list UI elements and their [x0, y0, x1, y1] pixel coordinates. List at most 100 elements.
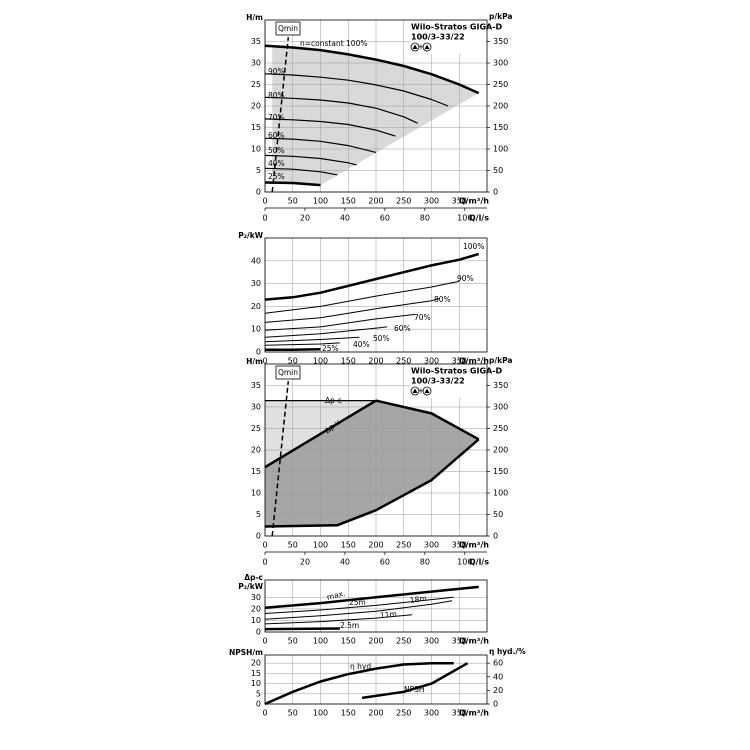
curve	[264, 96, 418, 124]
y-tick-label: 0	[256, 700, 261, 709]
y2-tick-label: 0	[493, 700, 498, 709]
series-label: 40%	[268, 159, 285, 168]
y2-tick-label: 300	[493, 59, 508, 68]
y2-tick-label: 20	[493, 686, 503, 695]
curve	[264, 297, 440, 323]
chart-subtitle: 100/3-33/22	[411, 377, 465, 386]
series-label: 25%	[322, 344, 339, 353]
x-tick-label: 50	[288, 357, 298, 366]
x-tick-label: 50	[288, 709, 298, 718]
x-tick-label: 100	[313, 541, 328, 550]
x2-axis-label: Q/l/s	[469, 214, 489, 223]
y-tick-label: 35	[251, 381, 261, 390]
x-tick-label: 200	[368, 709, 383, 718]
series-label: 100%	[463, 242, 484, 251]
curve	[264, 342, 340, 346]
y-tick-label: 10	[251, 325, 261, 334]
x-tick-label: 150	[341, 197, 356, 206]
series-label: 80%	[434, 295, 451, 304]
x-tick-label: 350	[452, 637, 467, 646]
y-axis-label: H/m	[246, 357, 263, 366]
x-tick-label: 0	[262, 541, 267, 550]
y-tick-label: 5	[256, 510, 261, 519]
y-tick-label: 0	[256, 348, 261, 357]
chart-title: Wilo-Stratos GIGA-D	[411, 23, 503, 32]
chart-title: Wilo-Stratos GIGA-D	[411, 367, 503, 376]
x-tick-label: 350	[452, 357, 467, 366]
curve	[264, 399, 377, 469]
y2-tick-label: 250	[493, 80, 508, 89]
x-tick-label: 250	[396, 541, 411, 550]
y-axis-label: NPSH/m	[229, 648, 263, 657]
y2-tick-label: 50	[493, 166, 503, 175]
x-tick-label: 250	[396, 357, 411, 366]
qmin-box	[275, 21, 301, 36]
y-tick-label: 30	[251, 593, 261, 602]
curve	[264, 73, 449, 107]
curve	[264, 280, 460, 314]
curve	[264, 600, 453, 620]
x-tick-label: 50	[288, 197, 298, 206]
y-tick-label: 10	[251, 145, 261, 154]
x-tick-label: 250	[396, 637, 411, 646]
x-tick-label: 100	[313, 197, 328, 206]
y2-tick-label: 150	[493, 123, 508, 132]
series-label: Qmin	[278, 368, 298, 377]
series-label: 40%	[353, 340, 370, 349]
y2-axis-label: η hyd./%	[489, 647, 526, 656]
plot-frame	[264, 19, 488, 193]
series-label: 60%	[394, 324, 411, 333]
y2-tick-label: 350	[493, 381, 508, 390]
x2-tick-label: 100	[457, 558, 472, 567]
x-tick-label: 300	[424, 357, 439, 366]
x-tick-label: 300	[424, 197, 439, 206]
x-tick-label: 350	[452, 709, 467, 718]
x-tick-label: 200	[368, 541, 383, 550]
x-tick-label: 150	[341, 637, 356, 646]
curve	[264, 137, 377, 153]
y2-tick-label: 150	[493, 467, 508, 476]
x-tick-label: 200	[368, 357, 383, 366]
x-tick-label: 150	[341, 709, 356, 718]
x2-tick-label: 60	[380, 558, 390, 567]
y-axis-label: Δp-c	[244, 573, 263, 582]
series-label: 25m	[349, 598, 366, 607]
series-label: 90%	[268, 67, 285, 76]
series-label: 70%	[414, 313, 431, 322]
y-tick-label: 5	[256, 166, 261, 175]
x2-tick-label: 20	[300, 214, 310, 223]
curve	[264, 167, 338, 176]
x2-tick-label: 80	[420, 558, 430, 567]
y-tick-label: 10	[251, 679, 261, 688]
curve	[264, 438, 480, 528]
y-tick-label: 35	[251, 37, 261, 46]
pump-icon	[412, 44, 418, 49]
x-tick-label: 100	[313, 709, 328, 718]
pump-plus: +	[418, 387, 425, 396]
x2-tick-label: 100	[457, 214, 472, 223]
y2-tick-label: 300	[493, 403, 508, 412]
curve	[264, 661, 454, 706]
x-tick-label: 100	[313, 357, 328, 366]
plot-frame	[264, 654, 488, 705]
y-tick-label: 20	[251, 659, 261, 668]
pump-icon	[412, 388, 418, 393]
curve	[264, 44, 480, 95]
pump-icon	[424, 388, 430, 393]
x2-tick-label: 40	[340, 214, 350, 223]
curve	[264, 627, 340, 631]
x-axis-label: Q/m³/h	[459, 197, 489, 206]
x-tick-label: 350	[452, 197, 467, 206]
x-axis-label: Q/m³/h	[459, 637, 489, 646]
x-tick-label: 300	[424, 541, 439, 550]
series-label: Qmin	[278, 24, 298, 33]
x-tick-label: 50	[288, 637, 298, 646]
x2-tick-label: 60	[380, 214, 390, 223]
x-tick-label: 200	[368, 637, 383, 646]
plot-frame	[264, 237, 488, 353]
series-label: n=constant 100%	[300, 39, 367, 48]
plot-frame	[264, 363, 488, 537]
y2-tick-label: 250	[493, 424, 508, 433]
series-label: η hyd.	[350, 662, 373, 671]
